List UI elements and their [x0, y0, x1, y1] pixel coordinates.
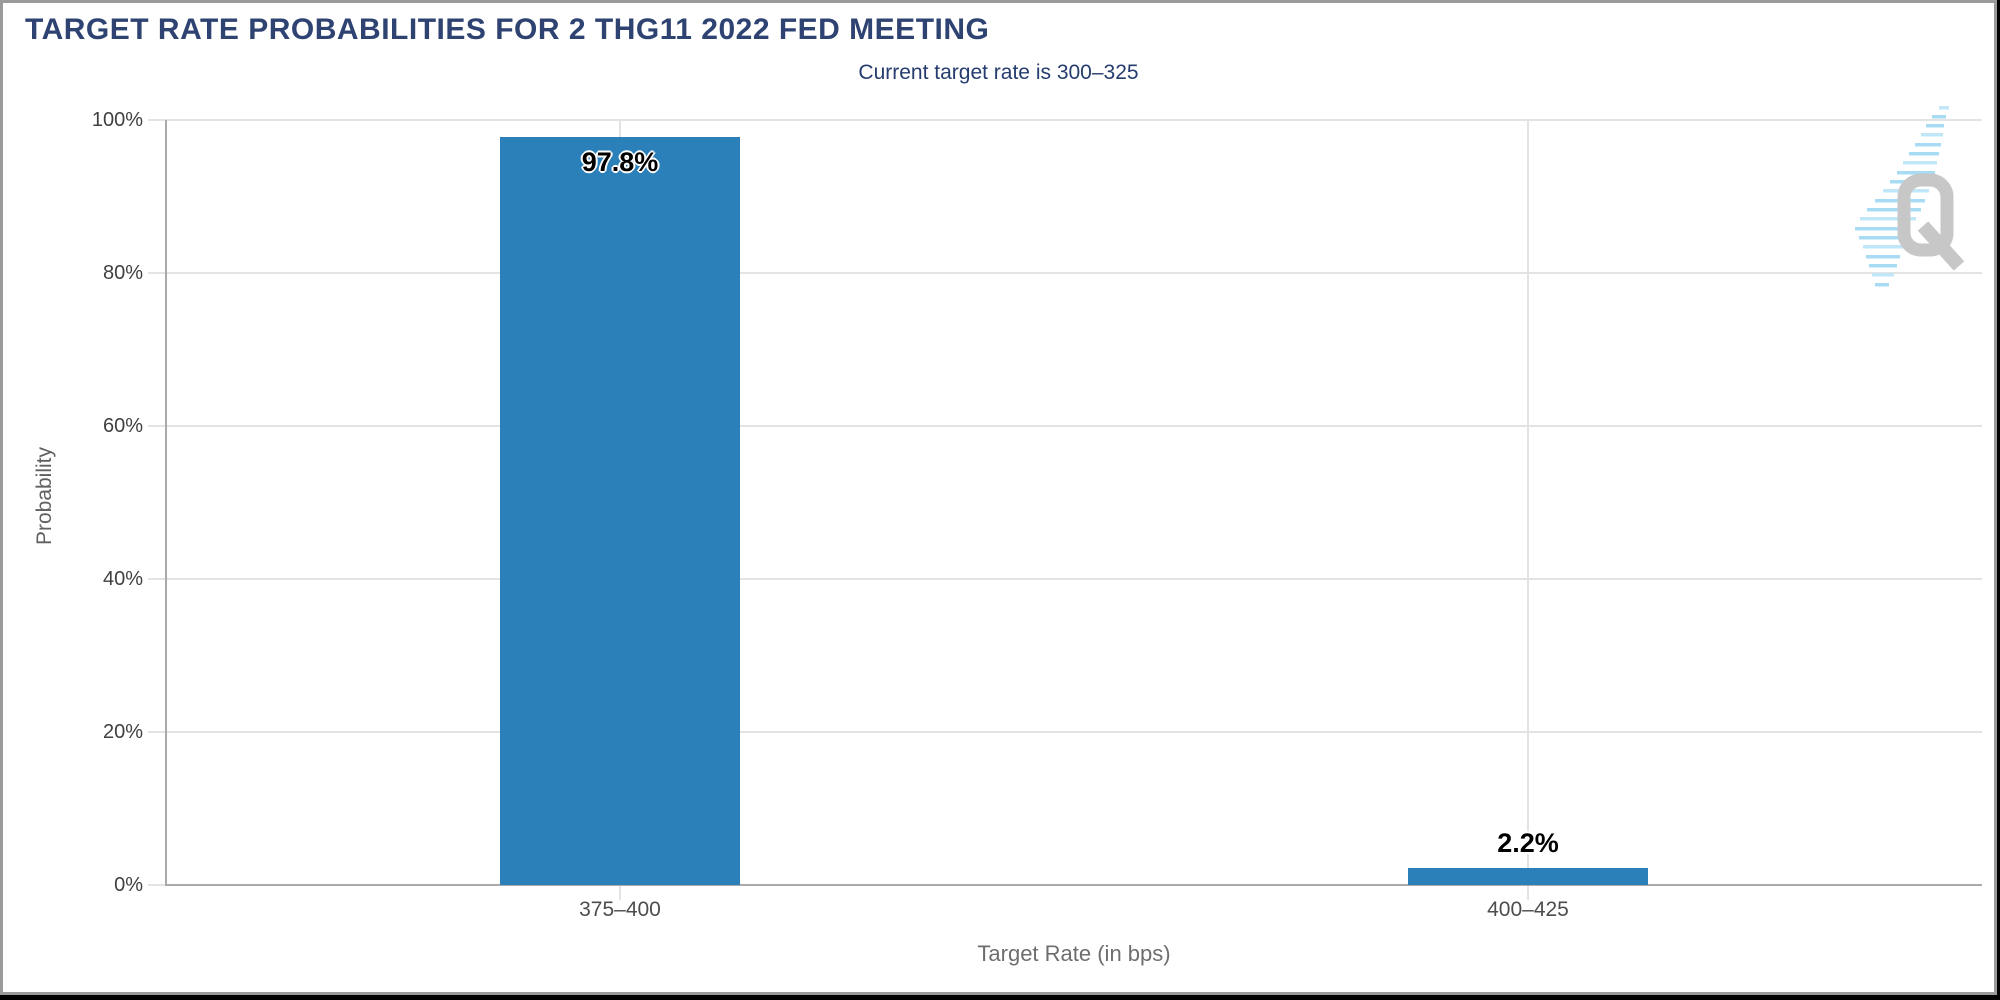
y-tick-label-100%: 100% [91, 109, 143, 131]
q-logo [1855, 106, 1965, 287]
y-gridline-20% [148, 731, 1982, 733]
y-gridline-60% [148, 425, 1982, 427]
logo-q-letter-icon [1897, 173, 1965, 271]
y-axis-line [165, 120, 167, 886]
y-tick-label-40%: 40% [102, 568, 143, 590]
y-gridline-80% [148, 272, 1982, 274]
y-tick-label-0%: 0% [114, 874, 143, 896]
y-gridline-40% [148, 578, 1982, 580]
x-axis-line [166, 884, 1982, 886]
bar-400–425[interactable] [1408, 868, 1648, 885]
bar-value-label-400–425: 2.2% [1497, 828, 1559, 859]
x-tick-label-375–400: 375–400 [579, 898, 661, 921]
chart-subtitle: Current target rate is 300–325 [858, 61, 1139, 84]
y-tick-label-80%: 80% [102, 262, 143, 284]
x-axis-title: Target Rate (in bps) [977, 941, 1171, 966]
x-tick-label-400–425: 400–425 [1487, 898, 1569, 921]
x-gridline-400–425 [1527, 120, 1529, 900]
y-gridline-100% [148, 119, 1982, 121]
bar-375–400[interactable] [500, 136, 740, 885]
y-tick-label-20%: 20% [102, 721, 143, 743]
y-tick-label-60%: 60% [102, 415, 143, 437]
y-axis-title: Probability [33, 446, 56, 546]
bar-value-label-375–400: 97.8% [581, 146, 659, 177]
chart-title: TARGET RATE PROBABILITIES FOR 2 THG11 20… [25, 13, 990, 46]
